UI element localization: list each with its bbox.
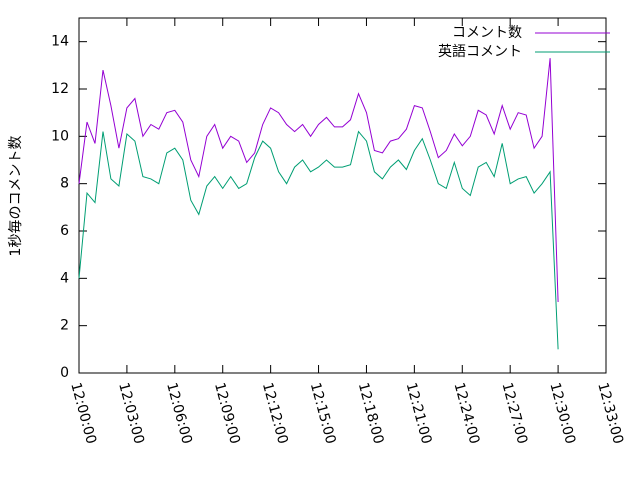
y-tick-label: 10 [51, 128, 69, 144]
y-tick-label: 2 [60, 318, 69, 334]
x-tick-label: 12:18:00 [355, 381, 387, 446]
x-tick-label: 12:24:00 [451, 381, 483, 446]
y-axis-label: 1秒毎のコメント数 [8, 136, 24, 257]
legend-label: 英語コメント [438, 43, 522, 60]
y-tick-label: 6 [60, 223, 69, 239]
legend-label: コメント数 [452, 25, 522, 41]
x-tick-label: 12:03:00 [115, 381, 147, 446]
y-tick-label: 12 [51, 81, 69, 97]
x-tick-label: 12:33:00 [594, 381, 626, 446]
x-tick-label: 12:12:00 [259, 381, 291, 446]
x-tick-label: 12:27:00 [498, 381, 530, 446]
plot-border [78, 17, 607, 374]
x-tick-label: 12:00:00 [67, 381, 99, 446]
x-tick-label: 12:21:00 [403, 381, 435, 446]
x-tick-label: 12:09:00 [211, 381, 243, 446]
x-tick-label: 12:06:00 [163, 381, 195, 446]
y-tick-label: 8 [60, 176, 69, 192]
y-tick-label: 14 [51, 34, 69, 50]
series-line [78, 130, 559, 350]
x-tick-label: 12:30:00 [546, 381, 578, 446]
x-tick-label: 12:15:00 [307, 381, 339, 446]
y-tick-label: 0 [60, 365, 69, 381]
y-tick-label: 4 [60, 270, 69, 286]
series-line [78, 58, 559, 303]
